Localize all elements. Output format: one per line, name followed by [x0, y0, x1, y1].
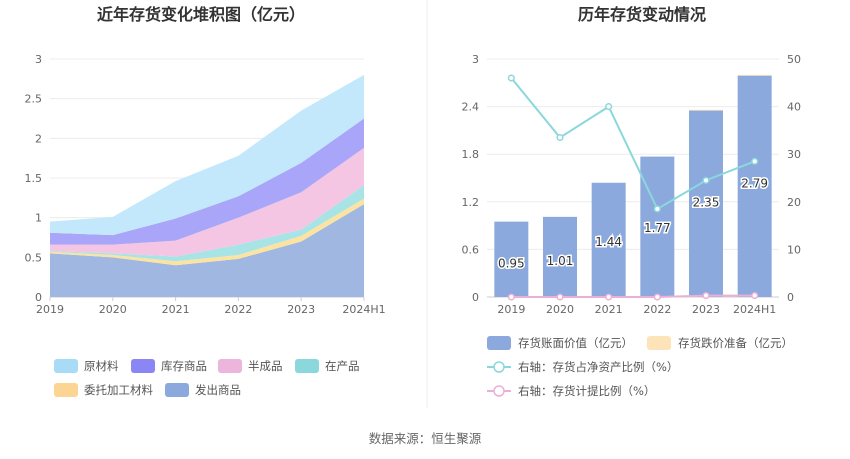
right-legend: 存货账面价值（亿元） 存货跌价准备（亿元）右轴：存货占净资产比例（%） 右轴：存货计… — [487, 336, 793, 398]
bar-value-label: 1.77 — [644, 221, 671, 235]
left-x-tick-label: 2023 — [287, 303, 315, 316]
left-x-tick-label: 2022 — [224, 303, 252, 316]
left-y-tick-label: 1.5 — [25, 172, 43, 185]
bar-value-label: 2.79 — [741, 176, 768, 190]
bar-line-chart: 历年存货变动情况 0.95 1.01 1.44 1.77 2.35 2.79 0 0.6 1.… — [462, 5, 802, 398]
left-y-tick-label: 3 — [35, 53, 42, 66]
area-0 — [50, 204, 364, 297]
left-y-tick-label: 0 — [35, 291, 42, 304]
right-y-right-tick-label: 40 — [787, 101, 801, 114]
legend-swatch — [131, 359, 155, 373]
legend-label: 半成品 — [248, 359, 283, 373]
ratio-net-assets-line — [510, 77, 756, 211]
legend-label: 在产品 — [325, 359, 360, 373]
legend-label: 存货跌价准备（亿元） — [678, 336, 793, 350]
right-line-series — [507, 74, 759, 301]
legend-label: 委托加工材料 — [84, 383, 153, 397]
ratio-net-assets-point — [702, 176, 710, 184]
source-note: 数据来源：恒生聚源 — [369, 431, 482, 446]
right-gridlines — [487, 58, 779, 298]
right-bar-series: 0.95 1.01 1.44 1.77 2.35 2.79 — [494, 74, 772, 297]
provision-ratio-point — [702, 292, 710, 300]
bar-value-label: 0.95 — [498, 257, 525, 271]
legend-swatch — [54, 383, 78, 397]
legend-swatch — [54, 359, 78, 373]
ratio-net-assets-point — [605, 103, 613, 111]
provision-ratio-point — [556, 293, 564, 301]
left-x-tick-label: 2020 — [99, 303, 127, 316]
inventory-bar — [737, 75, 772, 297]
provision-ratio-line — [511, 294, 755, 298]
legend-swatch — [295, 359, 319, 373]
legend-label: 原材料 — [84, 359, 119, 373]
right-x-tick-label: 2022 — [643, 303, 671, 316]
right-y-left-tick-label: 3 — [472, 53, 479, 66]
provision-ratio-point — [507, 293, 515, 301]
legend-swatch — [218, 359, 242, 373]
right-y-left-tick-label: 1.2 — [462, 196, 480, 209]
legend-label: 存货账面价值（亿元） — [518, 336, 633, 350]
right-x-tick-label: 2019 — [497, 303, 525, 316]
bar-value-label: 1.01 — [547, 254, 574, 268]
bar-value-label: 2.35 — [693, 195, 720, 209]
right-y-right-tick-label: 0 — [787, 291, 794, 304]
area-5 — [50, 74, 364, 236]
right-y-right-tick-label: 30 — [787, 148, 801, 161]
right-x-axis-ticks: 2019 2020 2021 2022 2023 2024H1 — [497, 303, 776, 316]
inventory-bar — [494, 221, 529, 297]
inventory-bar — [689, 110, 723, 297]
provision-ratio-point — [605, 293, 613, 301]
reserve-bar — [689, 109, 723, 111]
reserve-bar — [737, 74, 772, 76]
stacked-area-chart: 近年存货变化堆积图（亿元） 0 0.5 1 1.5 2 2.5 3 2019 2020 2021… — [25, 5, 386, 397]
ratio-net-assets-point — [507, 74, 515, 82]
right-y-left-tick-label: 0 — [472, 291, 479, 304]
right-y-left-tick-label: 2.4 — [462, 101, 480, 114]
right-y-right-tick-label: 20 — [787, 196, 801, 209]
legend-label: 发出商品 — [195, 383, 241, 397]
provision-ratio-point — [653, 293, 661, 301]
ratio-net-assets-point — [751, 157, 759, 165]
right-x-tick-label: 2021 — [595, 303, 623, 316]
left-y-tick-label: 2 — [35, 132, 42, 145]
inventory-bar — [640, 156, 675, 297]
ratio-net-assets-point — [556, 133, 564, 142]
provision-ratio-point — [751, 292, 759, 300]
left-x-tick-label: 2021 — [162, 303, 190, 316]
left-x-tick-label: 2024H1 — [342, 303, 385, 316]
legend-label: 右轴：存货占净资产比例（%） — [518, 360, 678, 374]
left-y-tick-label: 0.5 — [25, 251, 43, 264]
left-chart-title: 近年存货变化堆积图（亿元） — [97, 5, 305, 24]
right-x-tick-label: 2023 — [692, 303, 720, 316]
right-x-tick-label: 2024H1 — [733, 303, 776, 316]
legend-label: 库存商品 — [161, 359, 207, 373]
legend-swatch — [165, 383, 189, 397]
legend-marker — [493, 385, 505, 397]
left-x-axis-ticks: 2019 2020 2021 2022 2023 2024H1 — [36, 297, 386, 316]
inventory-bar — [591, 182, 626, 297]
right-chart-title: 历年存货变动情况 — [578, 5, 706, 24]
left-y-tick-label: 1 — [35, 212, 42, 225]
right-y-left-tick-label: 1.8 — [462, 148, 480, 161]
legend-swatch — [487, 336, 511, 350]
left-y-axis-ticks: 0 0.5 1 1.5 2 2.5 3 — [25, 53, 43, 304]
right-y-right-tick-label: 50 — [787, 53, 801, 66]
right-x-tick-label: 2020 — [546, 303, 574, 316]
area-4 — [50, 118, 364, 245]
right-y-left-tick-label: 0.6 — [462, 243, 480, 256]
left-x-tick-label: 2019 — [36, 303, 64, 316]
left-area-series — [50, 74, 364, 297]
bar-value-label: 1.44 — [595, 235, 622, 249]
ratio-net-assets-point — [653, 205, 661, 213]
right-y-right-tick-label: 10 — [787, 243, 801, 256]
inventory-bar — [543, 216, 577, 297]
area-3 — [50, 147, 364, 257]
left-y-tick-label: 2.5 — [25, 93, 43, 106]
legend-label: 右轴：存货计提比例（%） — [518, 384, 655, 398]
legend-swatch — [647, 336, 671, 350]
legend-marker — [493, 361, 505, 373]
